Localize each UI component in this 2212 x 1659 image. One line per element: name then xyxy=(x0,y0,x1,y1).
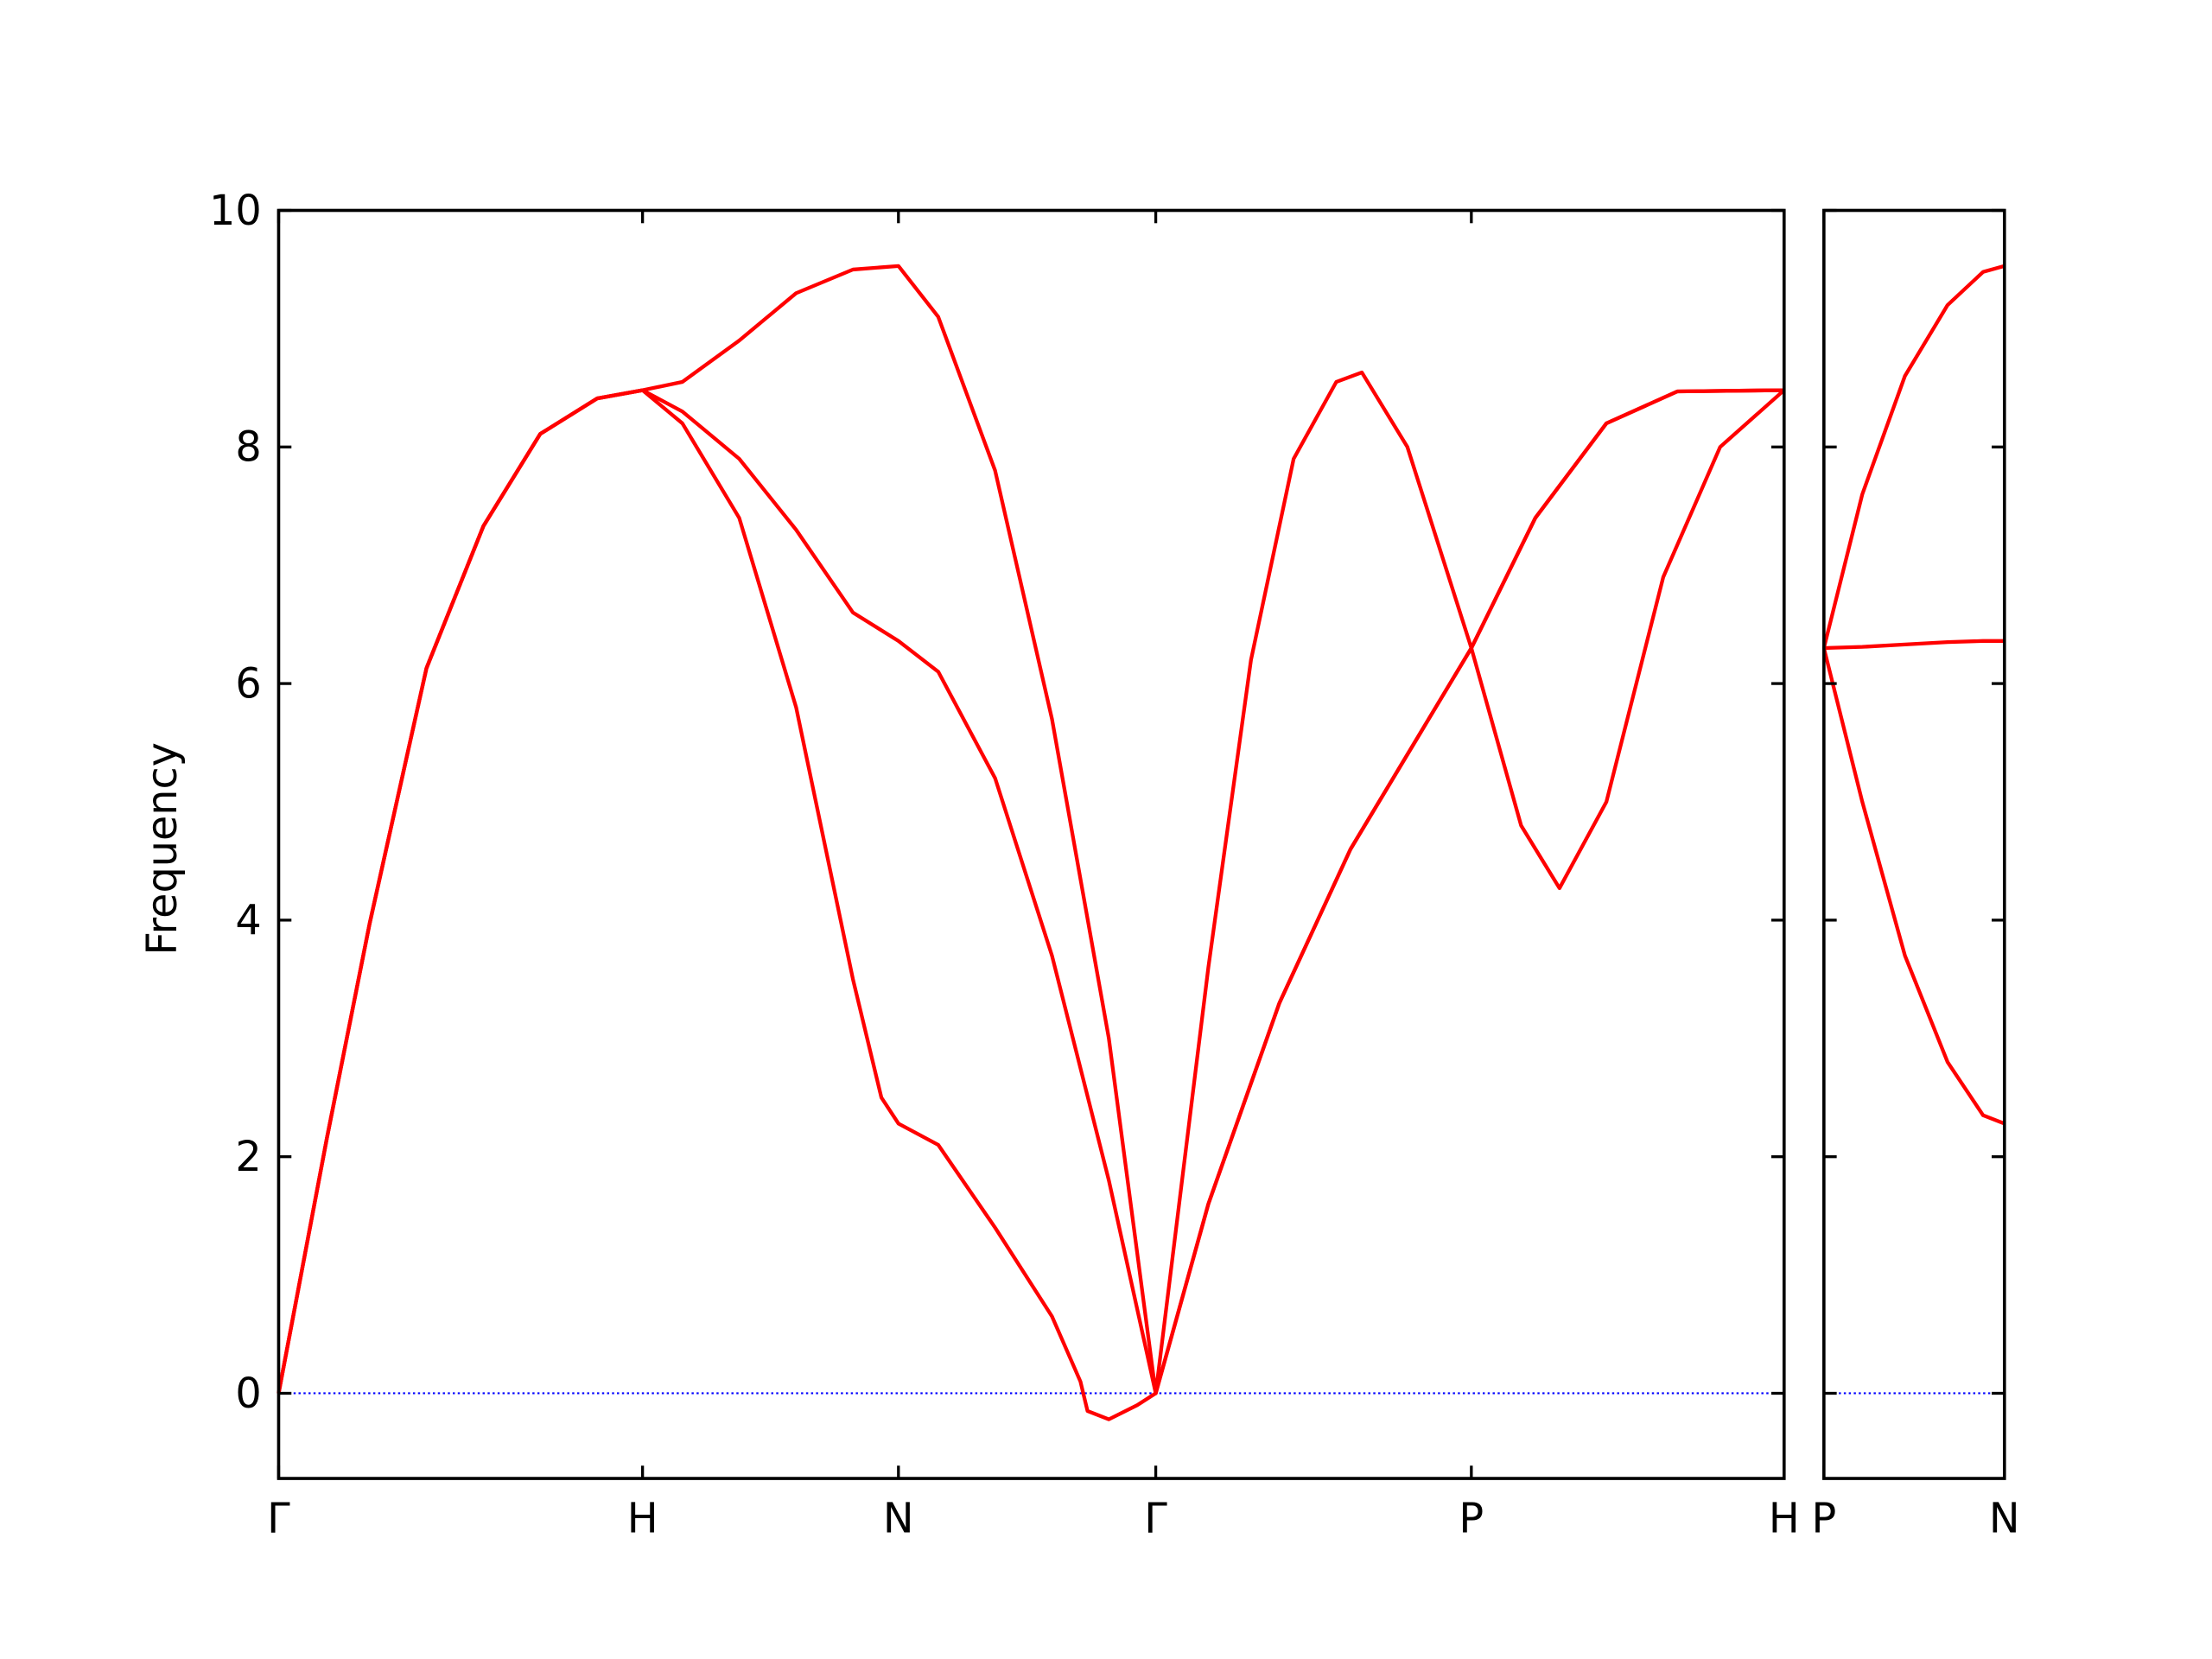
y-tick-label: 8 xyxy=(235,424,261,472)
band-line xyxy=(1823,639,2005,651)
x-tick-label: H xyxy=(1769,1496,1800,1543)
y-axis-label: Frequency xyxy=(139,742,187,955)
y-tick-label: 6 xyxy=(235,661,261,709)
y-tick-label: 10 xyxy=(209,188,262,235)
x-tick-label: Γ xyxy=(267,1496,290,1543)
plot-frame xyxy=(1822,208,2006,1480)
y-tick-label: 4 xyxy=(235,897,261,944)
band-line xyxy=(276,388,1784,1421)
band-line xyxy=(1821,264,2005,649)
x-tick-label: N xyxy=(883,1496,914,1543)
x-tick-label: H xyxy=(627,1496,658,1543)
x-tick-label: P xyxy=(1811,1496,1836,1543)
y-tick-label: 0 xyxy=(235,1370,261,1418)
y-tick-label: 2 xyxy=(235,1134,261,1181)
plot-frame xyxy=(276,208,1786,1480)
band-line xyxy=(276,264,1784,1395)
band-line xyxy=(276,388,1786,1395)
x-tick-label: N xyxy=(1989,1496,2020,1543)
band-line xyxy=(1821,647,2005,1126)
x-tick-label: P xyxy=(1459,1496,1484,1543)
x-tick-label: Γ xyxy=(1144,1496,1167,1543)
